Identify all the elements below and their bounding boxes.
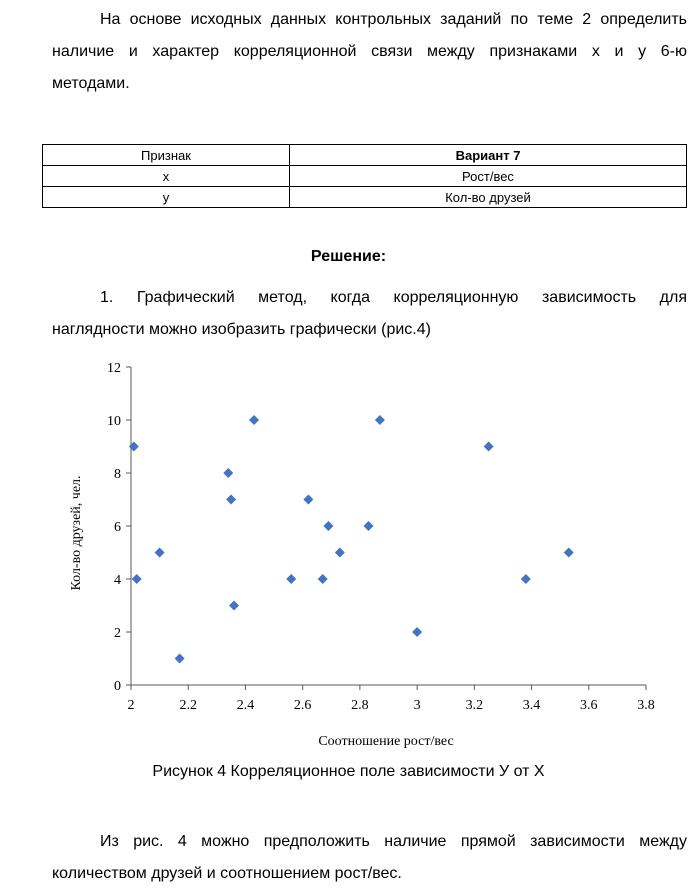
scatter-point [286, 574, 297, 584]
method-line-2: наглядности можно изобразить графически … [52, 321, 431, 338]
table-cell: Кол-во друзей [289, 186, 687, 208]
table-row: y Кол-во друзей [42, 186, 687, 208]
table-header-variant: Вариант 7 [289, 144, 687, 166]
scatter-point [229, 600, 239, 611]
scatter-point [128, 441, 139, 452]
intro-line-1: На основе исходных данных контрольных за… [100, 11, 687, 28]
x-tick-label: 3.6 [580, 698, 598, 713]
x-tick-label: 2 [128, 698, 135, 713]
scatter-point [374, 415, 385, 425]
scatter-point [317, 574, 328, 584]
scatter-point [363, 521, 374, 531]
conclusion-line-1: Из рис. 4 можно предположить наличие пря… [100, 833, 687, 850]
scatter-point [483, 441, 494, 452]
scatter-point [412, 627, 423, 637]
x-tick-label: 3 [414, 698, 421, 713]
table-cell: y [42, 186, 290, 208]
method-line-1: 1. Графический метод, когда корреляционн… [100, 289, 687, 306]
scatter-point [154, 547, 165, 558]
y-tick-label: 0 [114, 679, 121, 694]
scatter-point [174, 653, 185, 664]
figure-caption: Рисунок 4 Корреляционное поле зависимост… [152, 763, 545, 780]
scatter-point [226, 494, 237, 505]
x-tick-label: 2.6 [294, 698, 312, 713]
x-tick-label: 3.4 [523, 698, 541, 713]
solution-heading: Решение: [310, 248, 387, 265]
scatter-point [249, 415, 260, 425]
table-row: x Рост/вес [42, 165, 687, 187]
scatter-point [223, 468, 234, 478]
table-header-feature: Признак [42, 144, 290, 166]
conclusion-line-2: количеством друзей и соотношением рост/в… [52, 865, 402, 882]
scatter-point [334, 547, 345, 558]
conclusion-paragraph: Из рис. 4 можно предположить наличие пря… [52, 826, 687, 890]
intro-line-3: методами. [52, 75, 130, 92]
x-axis-label: Соотношение рост/вес [318, 734, 453, 749]
table-cell: x [42, 165, 290, 187]
scatter-point [303, 494, 314, 505]
x-tick-label: 2.2 [179, 698, 197, 713]
chart-points [128, 415, 574, 664]
x-tick-label: 3.2 [466, 698, 484, 713]
x-tick-label: 2.4 [237, 698, 255, 713]
intro-paragraph: На основе исходных данных контрольных за… [52, 4, 687, 100]
task-table: Признак Вариант 7 x Рост/вес y Кол-во др… [42, 144, 687, 208]
scatter-point [563, 547, 574, 558]
y-tick-label: 10 [107, 414, 121, 429]
table-cell: Рост/вес [289, 165, 687, 187]
scatter-point [323, 521, 334, 531]
y-tick-label: 8 [114, 467, 121, 482]
y-tick-label: 6 [114, 520, 121, 535]
scatter-point [131, 574, 142, 584]
y-axis-label: Кол-во друзей, чел. [69, 475, 84, 590]
table-header-row: Признак Вариант 7 [42, 144, 687, 166]
intro-line-2: наличие и характер корреляционной связи … [52, 43, 687, 60]
scatter-point [520, 574, 531, 584]
y-tick-label: 2 [114, 626, 121, 641]
x-tick-label: 2.8 [351, 698, 369, 713]
x-tick-label: 3.8 [637, 698, 655, 713]
method-paragraph: 1. Графический метод, когда корреляционн… [52, 282, 687, 346]
y-tick-label: 4 [114, 573, 121, 588]
y-tick-label: 12 [107, 361, 121, 376]
